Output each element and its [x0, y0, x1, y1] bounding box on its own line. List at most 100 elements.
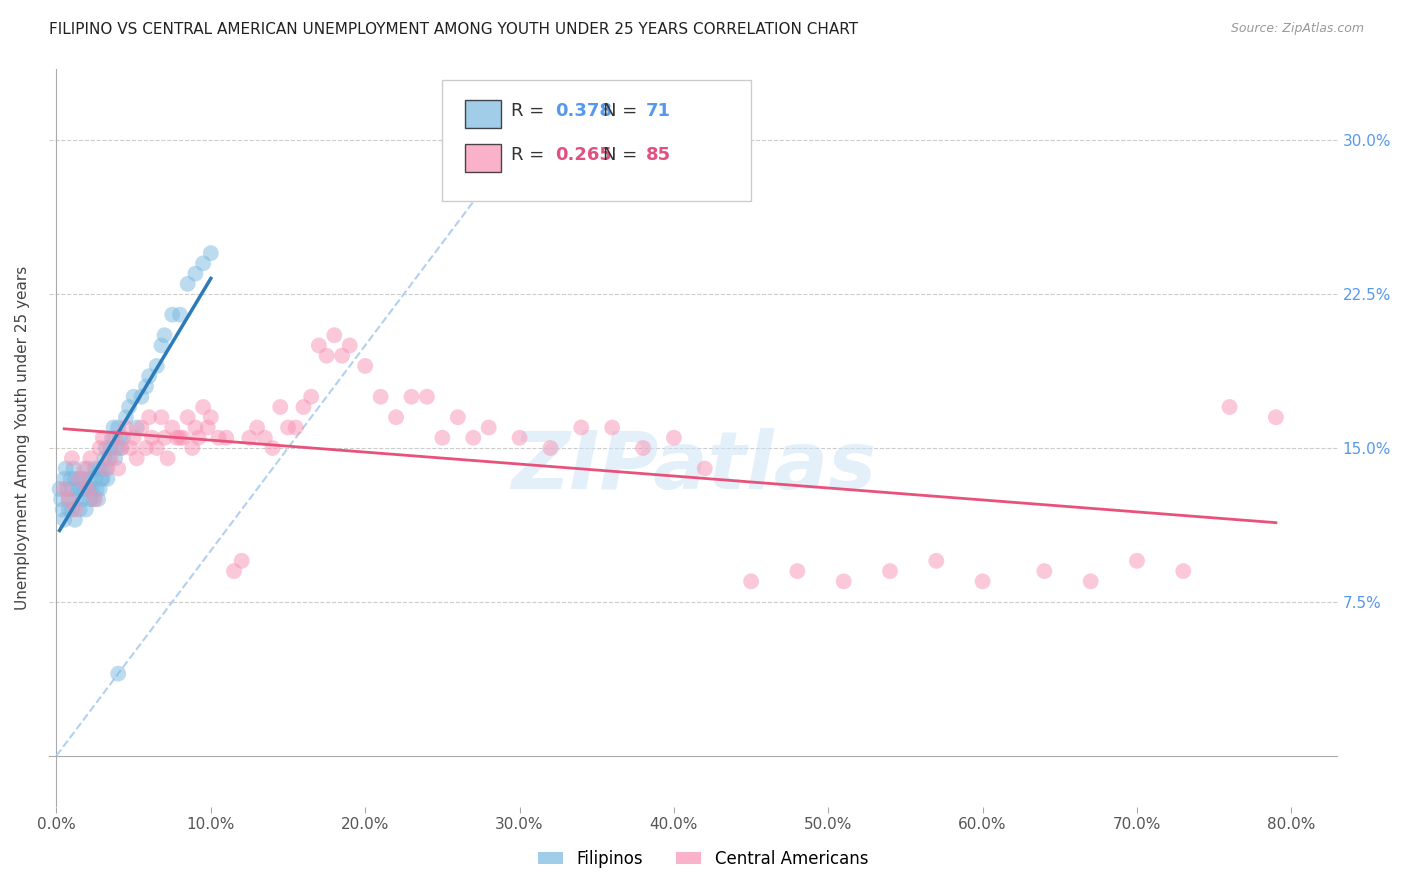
- Point: [100, 441, 122, 455]
- Point: [330, 349, 353, 363]
- Text: ZIPatlas: ZIPatlas: [510, 428, 876, 507]
- Point: [1264, 410, 1286, 425]
- FancyBboxPatch shape: [465, 100, 501, 128]
- Point: [432, 431, 454, 445]
- Point: [60, 451, 83, 466]
- Point: [96, 472, 118, 486]
- Point: [111, 431, 134, 445]
- Point: [89, 461, 111, 475]
- Point: [246, 420, 269, 434]
- Point: [262, 441, 284, 455]
- Point: [107, 666, 129, 681]
- Point: [972, 574, 994, 589]
- Point: [1173, 564, 1195, 578]
- Point: [115, 410, 138, 425]
- Point: [191, 256, 214, 270]
- Point: [150, 338, 173, 352]
- Point: [58, 492, 80, 507]
- Point: [79, 492, 101, 507]
- Point: [49, 492, 72, 507]
- Text: 0.378: 0.378: [555, 102, 612, 120]
- Point: [76, 461, 98, 475]
- Point: [169, 431, 191, 445]
- Point: [308, 338, 330, 352]
- Point: [53, 482, 76, 496]
- Point: [118, 400, 141, 414]
- Point: [80, 482, 103, 496]
- Point: [97, 451, 120, 466]
- Point: [58, 492, 80, 507]
- Point: [84, 492, 107, 507]
- Point: [786, 564, 808, 578]
- Point: [59, 472, 82, 486]
- Point: [238, 431, 260, 445]
- Point: [93, 451, 115, 466]
- Text: 0.265: 0.265: [555, 146, 612, 164]
- Point: [52, 502, 75, 516]
- Point: [70, 482, 93, 496]
- Point: [509, 431, 531, 445]
- Point: [600, 420, 623, 434]
- Text: 85: 85: [645, 146, 671, 164]
- Point: [538, 441, 561, 455]
- Point: [105, 441, 128, 455]
- Point: [166, 431, 188, 445]
- Point: [146, 359, 169, 373]
- Point: [478, 420, 501, 434]
- Point: [1126, 554, 1149, 568]
- Point: [89, 482, 111, 496]
- Point: [925, 554, 948, 568]
- Point: [197, 420, 219, 434]
- Point: [69, 472, 91, 486]
- Point: [108, 431, 131, 445]
- Point: [79, 472, 101, 486]
- Text: N =: N =: [603, 102, 637, 120]
- Point: [181, 441, 204, 455]
- Point: [115, 420, 138, 434]
- Point: [60, 482, 83, 496]
- Point: [187, 431, 209, 445]
- Point: [122, 431, 145, 445]
- Point: [315, 349, 337, 363]
- Point: [110, 441, 132, 455]
- Point: [284, 420, 307, 434]
- Point: [53, 513, 76, 527]
- Point: [693, 461, 716, 475]
- Point: [162, 308, 184, 322]
- Point: [169, 308, 191, 322]
- Point: [176, 277, 198, 291]
- Point: [62, 461, 84, 475]
- Point: [75, 502, 97, 516]
- Point: [90, 472, 112, 486]
- Point: [879, 564, 901, 578]
- Point: [191, 400, 214, 414]
- Point: [253, 431, 276, 445]
- Point: [138, 369, 160, 384]
- Point: [354, 359, 377, 373]
- Point: [69, 472, 91, 486]
- Point: [184, 267, 207, 281]
- Point: [101, 431, 124, 445]
- Point: [48, 482, 70, 496]
- Legend: Filipinos, Central Americans: Filipinos, Central Americans: [531, 844, 875, 875]
- Point: [1033, 564, 1056, 578]
- Point: [67, 482, 90, 496]
- Point: [107, 420, 129, 434]
- Point: [96, 461, 118, 475]
- Point: [569, 420, 592, 434]
- Point: [53, 472, 76, 486]
- Point: [91, 431, 114, 445]
- Point: [58, 502, 80, 516]
- Point: [385, 410, 408, 425]
- Point: [89, 441, 111, 455]
- Point: [107, 461, 129, 475]
- Point: [207, 431, 229, 445]
- Point: [131, 420, 153, 434]
- Point: [662, 431, 685, 445]
- Point: [84, 472, 107, 486]
- Point: [100, 451, 122, 466]
- Point: [91, 472, 114, 486]
- Text: R =: R =: [512, 146, 544, 164]
- Point: [63, 513, 86, 527]
- Point: [135, 441, 157, 455]
